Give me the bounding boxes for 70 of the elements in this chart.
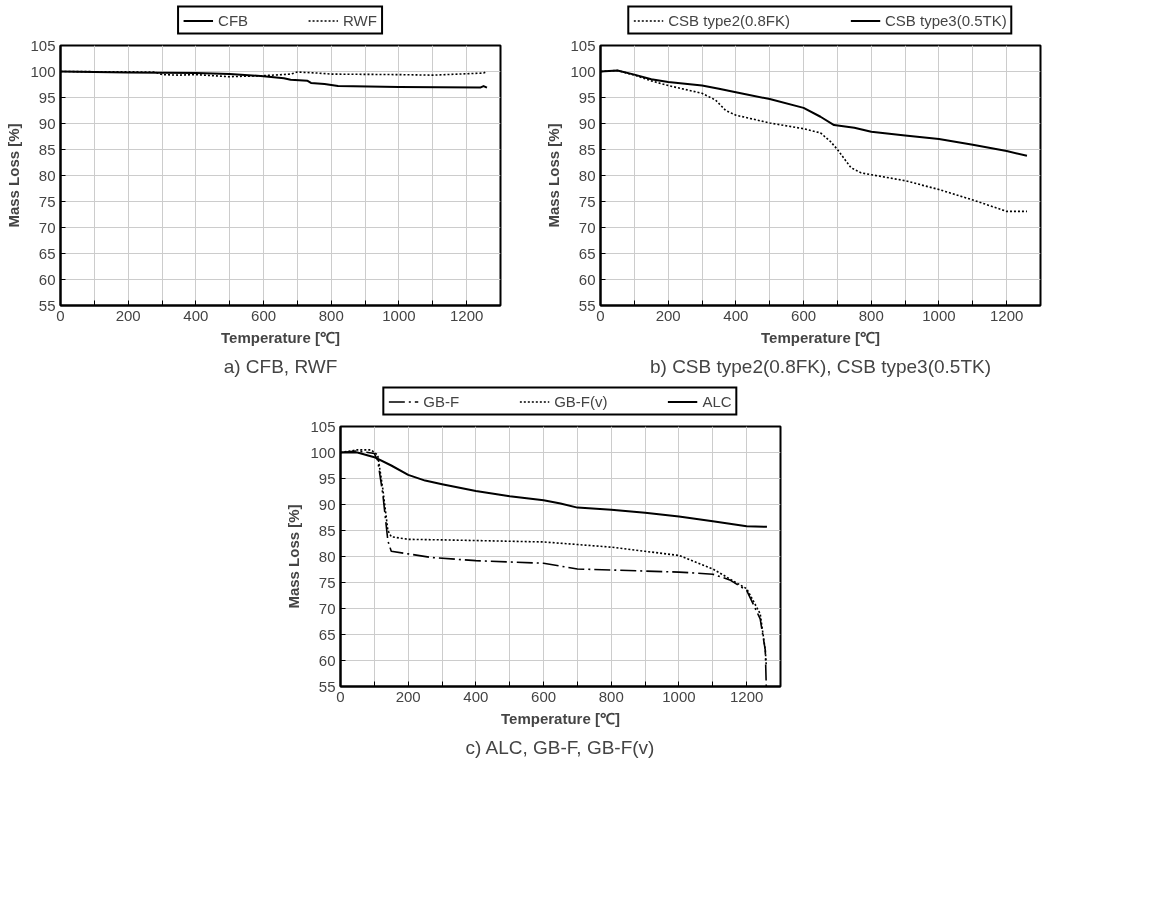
x-tick-label: 1000 (382, 306, 416, 324)
y-tick-label: 105 (570, 36, 596, 54)
y-tick-label: 65 (38, 244, 56, 262)
x-tick-label: 0 (596, 306, 605, 324)
text: b) CSB type2(0.8FK), CSB type3(0.5TK) (649, 355, 992, 377)
x-tick-label: 0 (56, 306, 65, 324)
x-tick-label: 1000 (662, 687, 696, 705)
y-tick-label: 105 (310, 417, 336, 435)
x-tick-label: 200 (115, 306, 141, 324)
y-tick-label: 80 (318, 547, 336, 565)
x-tick-label: 0 (336, 687, 345, 705)
x-tick-label: 600 (531, 687, 557, 705)
text: a) CFB, RWF (223, 355, 338, 377)
y-tick-label: 55 (318, 677, 336, 695)
y-tick-label: 80 (578, 166, 596, 184)
legend-label: ALC (702, 392, 732, 410)
y-tick-label: 100 (310, 443, 336, 461)
legend-label: CSB type2(0.8FK) (668, 11, 790, 29)
x-tick-label: 400 (183, 306, 209, 324)
y-tick-label: 90 (38, 114, 56, 132)
y-tick-label: 70 (578, 218, 596, 236)
x-tick-label: 800 (318, 306, 344, 324)
x-tick-label: 1000 (922, 306, 956, 324)
y-tick-label: 75 (318, 573, 336, 591)
y-axis-title: Mass Loss [%] (5, 123, 23, 228)
x-axis-title: Temperature [℃] (221, 328, 340, 346)
y-tick-label: 95 (318, 469, 336, 487)
y-tick-label: 55 (38, 296, 56, 314)
x-tick-label: 1200 (729, 687, 764, 705)
y-tick-label: 90 (578, 114, 596, 132)
x-tick-label: 200 (395, 687, 421, 705)
x-tick-label: 800 (858, 306, 884, 324)
legend-label: RWF (343, 11, 377, 29)
y-tick-label: 85 (38, 140, 56, 158)
y-tick-label: 55 (578, 296, 596, 314)
x-tick-label: 600 (251, 306, 277, 324)
y-tick-label: 75 (578, 192, 596, 210)
y-tick-label: 60 (318, 651, 336, 669)
y-tick-label: 95 (38, 88, 56, 106)
x-tick-label: 1200 (449, 306, 484, 324)
y-tick-label: 85 (578, 140, 596, 158)
y-tick-label: 85 (318, 521, 336, 539)
legend-label: CSB type3(0.5TK) (885, 11, 1007, 29)
y-tick-label: 70 (38, 218, 56, 236)
y-tick-label: 60 (38, 270, 56, 288)
x-tick-label: 800 (598, 687, 624, 705)
y-tick-label: 65 (578, 244, 596, 262)
y-tick-label: 100 (30, 62, 56, 80)
text: c) ALC, GB-F, GB-F(v) (465, 736, 655, 758)
y-tick-label: 65 (318, 625, 336, 643)
legend-label: GB-F (423, 392, 460, 410)
x-tick-label: 600 (791, 306, 817, 324)
x-tick-label: 200 (655, 306, 681, 324)
y-tick-label: 60 (578, 270, 596, 288)
x-tick-label: 1200 (989, 306, 1024, 324)
y-tick-label: 80 (38, 166, 56, 184)
y-tick-label: 100 (570, 62, 596, 80)
x-axis-title: Temperature [℃] (501, 709, 620, 727)
y-axis-title: Mass Loss [%] (285, 504, 303, 609)
y-tick-label: 95 (578, 88, 596, 106)
y-axis-title: Mass Loss [%] (545, 123, 563, 228)
x-tick-label: 400 (723, 306, 749, 324)
legend-label: CFB (218, 11, 249, 29)
y-tick-label: 90 (318, 495, 336, 513)
x-tick-label: 400 (463, 687, 489, 705)
y-tick-label: 75 (38, 192, 56, 210)
legend-label: GB-F(v) (554, 392, 608, 410)
y-tick-label: 105 (30, 36, 56, 54)
x-axis-title: Temperature [℃] (761, 328, 880, 346)
y-tick-label: 70 (318, 599, 336, 617)
